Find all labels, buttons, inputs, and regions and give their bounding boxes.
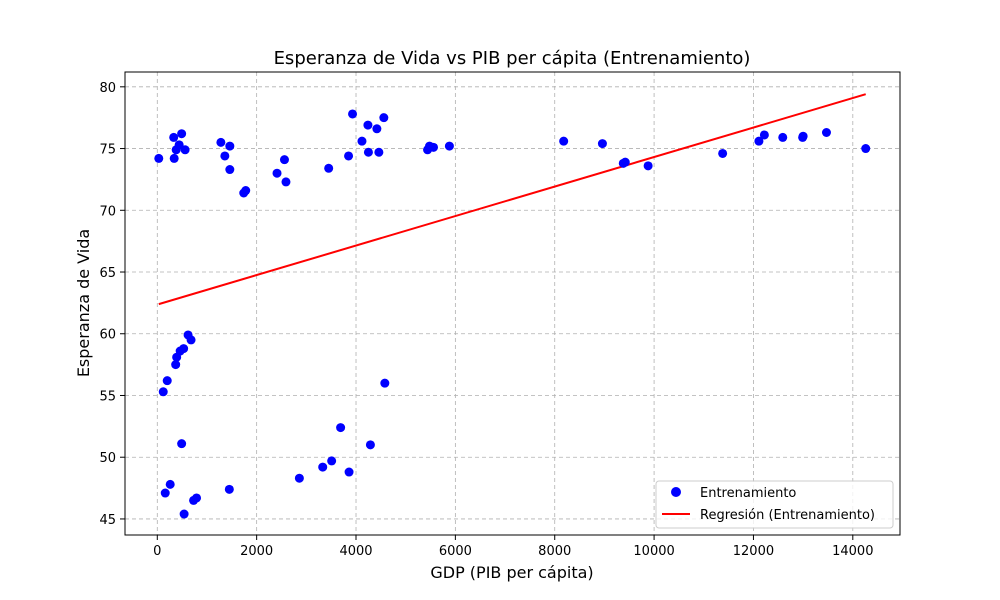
scatter-point [336, 423, 346, 433]
scatter-point [281, 177, 291, 187]
scatter-point [344, 467, 354, 477]
scatter-point [272, 168, 282, 178]
scatter-point [294, 473, 304, 483]
scatter-point [165, 479, 175, 489]
scatter-point [279, 155, 289, 165]
y-tick-label: 65 [99, 266, 116, 281]
scatter-point [379, 113, 389, 123]
y-tick-label: 50 [99, 451, 116, 466]
scatter-point [643, 161, 653, 171]
x-tick-label: 12000 [733, 544, 774, 559]
scatter-point [180, 145, 190, 155]
scatter-point [169, 132, 179, 142]
scatter-point [429, 142, 439, 152]
y-axis-ticks: 45 50 55 60 65 70 75 80 [99, 81, 125, 528]
y-tick-label: 55 [99, 389, 116, 404]
x-axis-ticks: 0 2000 4000 6000 8000 10000 12000 14000 [153, 535, 873, 559]
scatter-point [241, 186, 251, 196]
x-tick-label: 6000 [439, 544, 472, 559]
scatter-point [216, 137, 226, 147]
scatter-point [778, 132, 788, 142]
scatter-point [179, 344, 189, 354]
scatter-point [798, 131, 808, 141]
scatter-points [154, 109, 871, 519]
scatter-point [620, 157, 630, 167]
x-tick-label: 10000 [633, 544, 674, 559]
y-axis-title: Esperanza de Vida [74, 229, 93, 377]
scatter-point [372, 124, 382, 134]
scatter-point [169, 153, 179, 163]
scatter-point [186, 335, 196, 345]
scatter-point [162, 376, 172, 386]
scatter-point [177, 439, 187, 449]
x-axis-title: GDP (PIB per cápita) [430, 563, 593, 582]
x-tick-label: 4000 [339, 544, 372, 559]
scatter-point [171, 145, 181, 155]
x-tick-label: 2000 [240, 544, 273, 559]
scatter-point [365, 440, 375, 450]
scatter-point [380, 378, 390, 388]
y-tick-label: 70 [99, 204, 116, 219]
y-tick-label: 75 [99, 143, 116, 158]
x-tick-label: 8000 [538, 544, 571, 559]
scatter-point [344, 151, 354, 161]
scatter-point [154, 153, 164, 163]
scatter-point [363, 120, 373, 130]
scatter-point [718, 148, 728, 158]
legend-marker-entrenamiento [671, 487, 681, 497]
regression-line [158, 93, 867, 306]
scatter-point [225, 165, 235, 175]
legend-box [655, 480, 894, 529]
x-tick-label: 0 [153, 544, 161, 559]
scatter-point [759, 130, 769, 140]
scatter-point [559, 136, 569, 146]
scatter-point [597, 139, 607, 149]
scatter-point [225, 141, 235, 151]
scatter-point [177, 129, 187, 139]
scatter-point [363, 147, 373, 157]
scatter-point [192, 493, 202, 503]
scatter-point [327, 456, 337, 466]
scatter-point [754, 136, 764, 146]
scatter-point [374, 147, 384, 157]
scatter-point [821, 127, 831, 137]
y-tick-label: 45 [99, 513, 116, 528]
scatter-point [348, 109, 358, 119]
scatter-point [318, 462, 328, 472]
scatter-point [357, 136, 367, 146]
y-tick-label: 60 [99, 328, 116, 343]
legend: Entrenamiento Regresión (Entrenamiento) [655, 480, 894, 529]
legend-label-entrenamiento: Entrenamiento [700, 486, 796, 501]
grid [125, 72, 900, 535]
scatter-point [160, 488, 170, 498]
regression-line-layer [158, 93, 867, 306]
scatter-point [171, 360, 181, 370]
x-tick-label: 14000 [832, 544, 873, 559]
scatter-point [444, 141, 454, 151]
scatter-point [324, 163, 334, 173]
scatter-point [861, 144, 871, 154]
scatter-point [179, 509, 189, 519]
scatter-point [158, 387, 168, 397]
plot-frame [124, 71, 901, 536]
chart-title: Esperanza de Vida vs PIB per cápita (Ent… [274, 48, 751, 69]
scatter-point [220, 151, 230, 161]
y-tick-label: 80 [99, 81, 116, 96]
scatter-point [224, 484, 234, 494]
legend-label-regresion: Regresión (Entrenamiento) [700, 508, 875, 523]
